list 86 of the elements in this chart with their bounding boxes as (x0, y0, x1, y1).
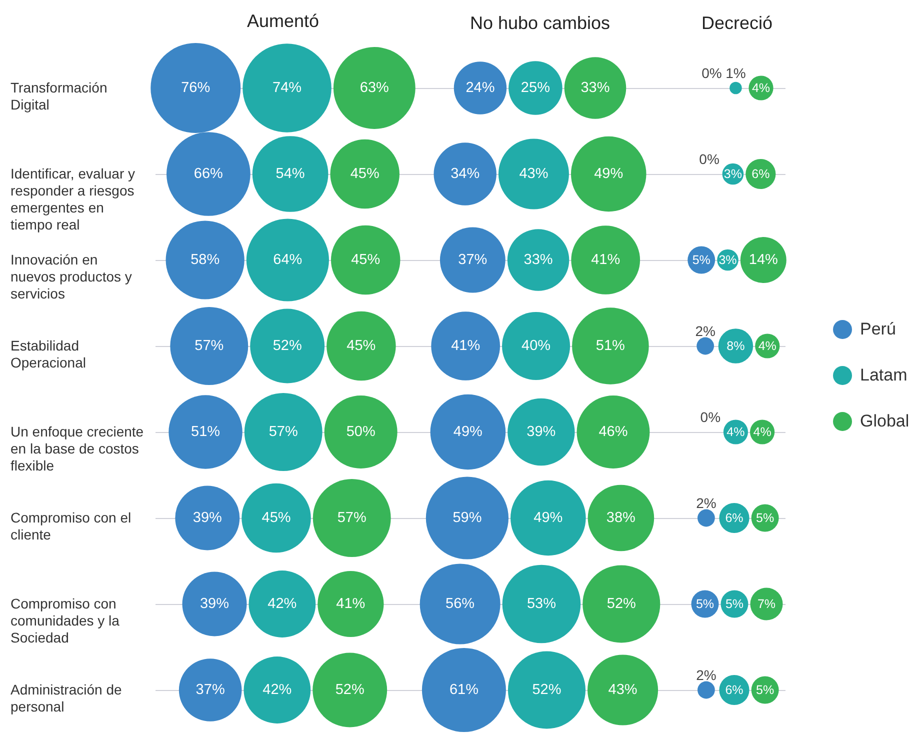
data-label: 52% (532, 682, 562, 698)
category-label: Estabilidad Operacional (10, 338, 86, 370)
data-label: 1% (726, 65, 746, 81)
data-label: 33% (580, 80, 610, 96)
data-label: 4% (726, 425, 745, 439)
category-label: Compromiso con el cliente (10, 510, 132, 542)
data-label: 7% (757, 597, 776, 611)
data-label: 54% (276, 166, 305, 182)
category-label: Administración de personal (10, 682, 122, 714)
data-label: 0% (699, 151, 720, 167)
data-label: 63% (360, 80, 390, 96)
data-label: 39% (192, 510, 222, 526)
data-label: 3% (718, 253, 737, 267)
legend-label: Global (860, 412, 910, 430)
data-label: 41% (336, 596, 366, 612)
category-label: Transformación Digital (10, 80, 108, 112)
text: Aumentó (246, 11, 320, 31)
data-label: 42% (262, 682, 292, 698)
category-label: Compromiso con comunidades y la Sociedad (10, 596, 120, 646)
data-label: 37% (458, 252, 488, 268)
data-label: 33% (524, 252, 553, 268)
data-label: 2% (696, 495, 716, 511)
data-label: 43% (608, 682, 638, 698)
data-label: 41% (451, 338, 480, 354)
data-label: 42% (268, 596, 297, 612)
data-label: 58% (190, 252, 220, 268)
data-label: 61% (449, 682, 479, 698)
data-label: 0% (702, 65, 722, 81)
data-label: 39% (526, 424, 556, 440)
data-label: 64% (273, 252, 302, 268)
data-label: 0% (700, 409, 721, 425)
data-label: 66% (194, 166, 224, 182)
legend-label: Latam (860, 366, 908, 384)
data-label: 51% (596, 338, 626, 354)
data-label: 74% (272, 80, 302, 96)
data-label: 49% (594, 166, 624, 182)
data-label: 57% (268, 424, 298, 440)
data-label: 2% (696, 667, 716, 683)
data-label: 56% (446, 596, 475, 612)
data-label: 39% (200, 596, 230, 612)
data-label: 40% (522, 338, 551, 354)
data-label: 49% (534, 510, 563, 526)
data-label: 2% (695, 323, 716, 339)
data-label: 41% (591, 252, 620, 268)
text: No hubo cambios (470, 13, 610, 33)
data-label: 50% (346, 424, 376, 440)
data-label: 4% (753, 425, 772, 439)
data-label: 5% (756, 511, 774, 525)
data-label: 5% (696, 597, 714, 611)
data-label: 5% (756, 683, 774, 697)
data-label: 45% (262, 510, 291, 526)
data-label: 5% (725, 597, 744, 611)
data-label: 6% (725, 511, 744, 525)
data-label: 45% (346, 338, 376, 354)
data-label: 52% (335, 682, 364, 698)
text: Decreció (701, 13, 773, 33)
data-label: 57% (337, 510, 366, 526)
data-label: 5% (692, 253, 710, 267)
data-label: 45% (351, 252, 380, 268)
data-label: 14% (748, 252, 778, 268)
data-label: 4% (758, 339, 776, 353)
data-label: 37% (196, 682, 225, 698)
category-label: Identificar, evaluar y responder a riesgos emergentes en tiempo real (10, 166, 136, 232)
data-label: 24% (466, 80, 495, 96)
data-label: 3% (724, 167, 742, 181)
category-label: Innovación en nuevos productos y servicios (10, 252, 132, 302)
data-label: 25% (520, 80, 550, 96)
data-label: 53% (526, 596, 556, 612)
data-label: 57% (194, 338, 224, 354)
legend-label: Perú (860, 320, 896, 338)
data-label: 38% (606, 510, 636, 526)
category-label: Un enfoque creciente en la base de costos flexible (10, 424, 144, 474)
data-label: 4% (752, 81, 770, 95)
data-label: 52% (606, 596, 636, 612)
data-label: 43% (519, 166, 548, 182)
data-label: 6% (752, 167, 770, 181)
data-label: 45% (350, 166, 380, 182)
data-label: 8% (726, 339, 745, 353)
data-label: 59% (452, 510, 482, 526)
data-label: 46% (598, 424, 628, 440)
data-label: 51% (191, 424, 220, 440)
data-label: 49% (453, 424, 483, 440)
data-label: 76% (181, 80, 210, 96)
data-label: 6% (725, 683, 744, 697)
data-label: 52% (272, 338, 302, 354)
data-label: 34% (450, 166, 480, 182)
